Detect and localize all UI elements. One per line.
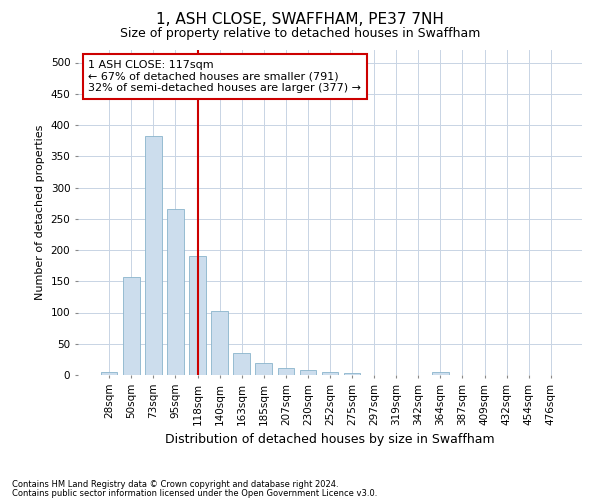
Bar — [167, 210, 184, 375]
Text: Size of property relative to detached houses in Swaffham: Size of property relative to detached ho… — [120, 28, 480, 40]
Bar — [278, 368, 294, 375]
Bar — [344, 373, 361, 375]
Bar — [123, 277, 140, 375]
Bar — [189, 256, 206, 375]
Bar — [299, 370, 316, 375]
Text: 1 ASH CLOSE: 117sqm
← 67% of detached houses are smaller (791)
32% of semi-detac: 1 ASH CLOSE: 117sqm ← 67% of detached ho… — [88, 60, 361, 93]
Text: 1, ASH CLOSE, SWAFFHAM, PE37 7NH: 1, ASH CLOSE, SWAFFHAM, PE37 7NH — [156, 12, 444, 28]
Bar — [322, 372, 338, 375]
Bar — [256, 362, 272, 375]
Bar — [101, 372, 118, 375]
Text: Contains public sector information licensed under the Open Government Licence v3: Contains public sector information licen… — [12, 488, 377, 498]
Bar — [145, 136, 161, 375]
Bar — [233, 353, 250, 375]
Text: Contains HM Land Registry data © Crown copyright and database right 2024.: Contains HM Land Registry data © Crown c… — [12, 480, 338, 489]
Bar — [211, 311, 228, 375]
Y-axis label: Number of detached properties: Number of detached properties — [35, 125, 45, 300]
Bar — [432, 372, 449, 375]
X-axis label: Distribution of detached houses by size in Swaffham: Distribution of detached houses by size … — [165, 433, 495, 446]
